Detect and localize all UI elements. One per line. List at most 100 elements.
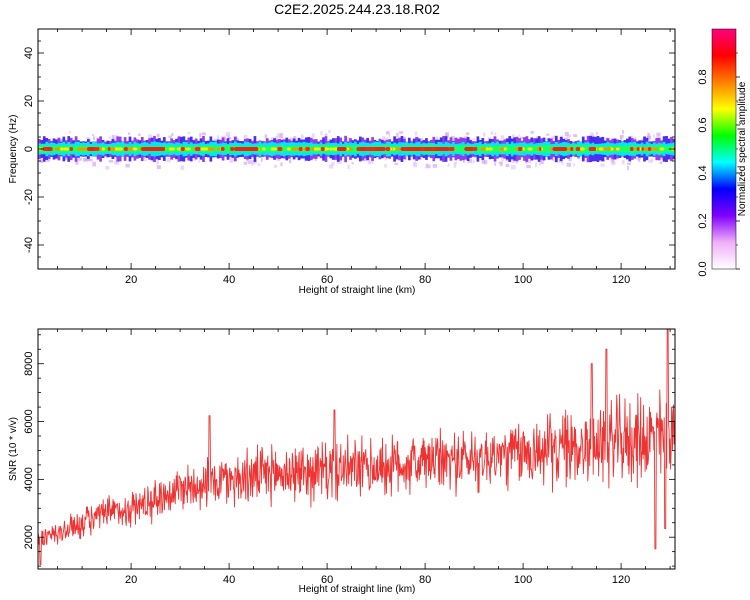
spectrogram-peak-cell bbox=[549, 147, 554, 151]
spectrogram-high-amplitude-cell bbox=[305, 147, 310, 151]
spectrogram-core-cell bbox=[586, 145, 590, 153]
spectrogram-halo-cell bbox=[647, 132, 650, 138]
spectrogram-halo-cell bbox=[538, 161, 542, 166]
spectrogram-halo-cell bbox=[621, 160, 625, 165]
spectrogram-peak-cell bbox=[217, 147, 221, 151]
spectrogram-halo-cell bbox=[279, 133, 284, 139]
spectrogram-halo-cell bbox=[384, 164, 387, 168]
spectrogram-halo-cell bbox=[270, 137, 275, 141]
colorbar-tick-label: 0.4 bbox=[697, 165, 709, 180]
spectrogram-high-amplitude-cell bbox=[357, 147, 361, 151]
spectrogram-core-cell bbox=[496, 145, 499, 153]
spectrogram-core-cell bbox=[189, 145, 193, 153]
spectrogram-halo-cell bbox=[414, 131, 418, 136]
spectrogram-high-amplitude-cell bbox=[123, 147, 128, 151]
spectrogram-halo-cell bbox=[481, 159, 486, 164]
spectrogram-halo-cell bbox=[468, 138, 471, 141]
spectrogram-core-cell bbox=[52, 145, 56, 153]
spectrogram-x-tick-label: 100 bbox=[514, 274, 532, 286]
spectrogram-halo-cell bbox=[314, 157, 317, 161]
spectrogram-peak-cell bbox=[481, 147, 486, 151]
spectrogram-halo-cell bbox=[540, 159, 544, 164]
spectrogram-halo-cell bbox=[346, 137, 350, 142]
spectrogram-y-tick-label: -20 bbox=[23, 189, 35, 205]
spectrogram-halo-cell bbox=[229, 159, 233, 163]
spectrogram-halo-cell bbox=[198, 159, 200, 163]
spectrogram-peak-cell bbox=[270, 147, 274, 151]
spectrogram-peak-cell bbox=[606, 147, 611, 151]
spectrogram-halo-cell bbox=[92, 136, 96, 140]
spectrogram-core-cell bbox=[459, 145, 463, 153]
spectrogram-halo-cell bbox=[243, 134, 248, 140]
spectrogram-halo-cell bbox=[505, 163, 510, 168]
spectrogram-halo-cell bbox=[561, 160, 564, 165]
spectrogram-high-amplitude-cell bbox=[431, 147, 436, 151]
snr-y-tick-label: 2000 bbox=[23, 525, 35, 549]
spectrogram-x-tick-label: 120 bbox=[612, 274, 630, 286]
spectrogram-halo-cell bbox=[465, 132, 470, 135]
spectrogram-halo-cell bbox=[567, 134, 571, 138]
spectrogram-high-amplitude-segment bbox=[42, 147, 53, 151]
spectrogram-halo-cell bbox=[311, 133, 315, 138]
spectrogram-core-cell bbox=[226, 145, 230, 153]
spectrogram-halo-cell bbox=[277, 133, 282, 138]
spectrogram-high-amplitude-cell bbox=[647, 147, 652, 151]
spectrogram-peak-cell bbox=[527, 147, 533, 151]
spectrogram-halo-cell bbox=[573, 134, 578, 138]
spectrogram-core-cell bbox=[283, 146, 286, 152]
spectrogram-halo-cell bbox=[627, 165, 629, 170]
spectrogram-core-cell bbox=[268, 146, 271, 152]
spectrogram-high-amplitude-segment bbox=[464, 147, 475, 151]
figure-title: C2E2.2025.244.23.18.R02 bbox=[274, 1, 440, 17]
spectrogram-peak-cell bbox=[503, 147, 508, 151]
spectrogram-halo-cell bbox=[301, 135, 304, 138]
spectrogram-halo-cell bbox=[546, 133, 550, 136]
spectrogram-halo-cell bbox=[472, 159, 475, 164]
spectrogram-halo-cell bbox=[585, 159, 588, 163]
spectrogram-plot bbox=[38, 129, 675, 170]
spectrogram-halo-cell bbox=[166, 157, 171, 163]
spectrogram-peak-cell bbox=[64, 147, 70, 151]
snr-series-line bbox=[38, 329, 675, 566]
spectrogram-halo-cell bbox=[327, 139, 331, 144]
spectrogram-core-cell bbox=[476, 145, 480, 153]
spectrogram-halo-cell bbox=[235, 137, 240, 141]
spectrogram-peak-cell bbox=[286, 147, 292, 151]
spectrogram-halo-cell bbox=[39, 158, 43, 163]
spectrogram-halo-cell bbox=[115, 160, 120, 165]
spectrogram-core-cell bbox=[454, 145, 458, 153]
spectrogram-halo-cell bbox=[528, 159, 532, 164]
spectrogram-halo-cell bbox=[351, 162, 354, 165]
spectrogram-halo-cell bbox=[518, 134, 521, 137]
spectrogram-halo-cell bbox=[467, 158, 473, 163]
colorbar: 0.0 0.2 0.4 0.6 0.8 Normalized spectral ampl… bbox=[697, 28, 748, 277]
spectrogram-halo-cell bbox=[568, 156, 572, 162]
spectrogram-high-amplitude-cell bbox=[473, 147, 478, 151]
spectrogram-halo-cell bbox=[490, 131, 494, 135]
spectrogram-halo-cell bbox=[501, 156, 504, 162]
spectrogram-core-cell bbox=[547, 145, 551, 153]
spectrogram-halo-cell bbox=[564, 131, 569, 137]
spectrogram-peak-cell bbox=[654, 147, 658, 151]
spectrogram-peak-cell bbox=[291, 147, 298, 151]
spectrogram-halo-cell bbox=[301, 134, 303, 139]
spectrogram-halo-cell bbox=[108, 160, 114, 163]
spectrogram-high-amplitude-cell bbox=[369, 147, 373, 151]
spectrogram-high-amplitude-segment bbox=[234, 147, 259, 151]
spectrogram-halo-cell bbox=[590, 132, 594, 137]
spectrogram-halo-cell bbox=[413, 162, 418, 168]
snr-x-tick-label: 20 bbox=[125, 574, 137, 586]
snr-frame bbox=[37, 328, 676, 570]
spectrogram-peak-cell bbox=[311, 147, 315, 151]
spectrogram-halo-cell bbox=[368, 159, 371, 164]
spectrogram-halo-cell bbox=[225, 139, 227, 144]
spectrogram-core-cell bbox=[621, 146, 624, 152]
snr-x-tick-label: 100 bbox=[514, 574, 532, 586]
spectrogram-halo-cell bbox=[394, 162, 399, 165]
colorbar-gradient bbox=[711, 28, 737, 270]
spectrogram-halo-cell bbox=[427, 164, 431, 169]
spectrogram-y-tick-label: 20 bbox=[23, 95, 35, 107]
spectrogram-halo-cell bbox=[388, 133, 391, 137]
spectrogram-halo-cell bbox=[600, 163, 605, 167]
